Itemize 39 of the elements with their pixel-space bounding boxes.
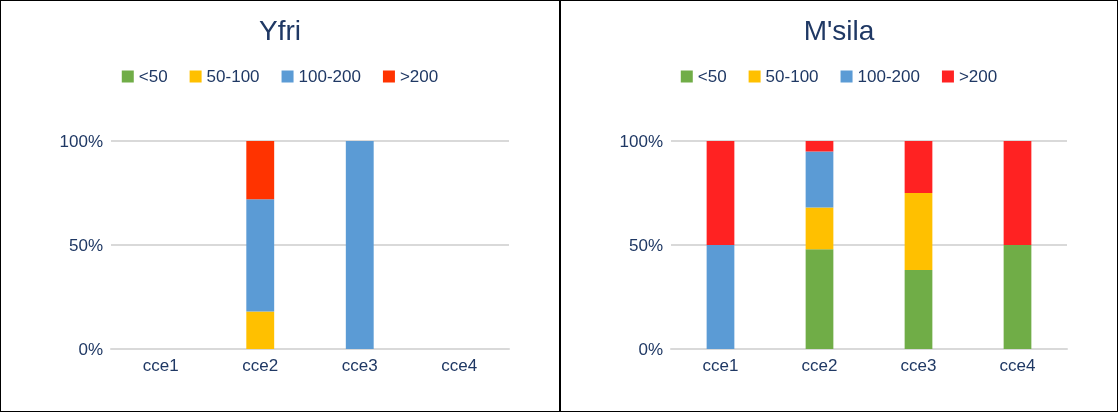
chart-title: Yfri [259,14,301,46]
bar [706,141,735,245]
chart-title: M'sila [803,14,875,46]
y-tick-label: 0% [78,339,103,359]
x-tick-label: cce3 [341,356,378,375]
x-tick-label: cce4 [999,356,1036,375]
y-tick-label: 100% [59,131,103,151]
legend-label: >200 [958,67,998,86]
x-tick-label: cce3 [900,356,937,375]
legend-label: 100-200 [298,67,361,86]
x-tick-label: cce4 [441,356,478,375]
bar [904,193,933,270]
legend-label: 50-100 [206,67,260,86]
y-tick-label: 0% [638,339,663,359]
y-tick-label: 100% [619,131,663,151]
bar [1003,141,1032,245]
bar [805,141,834,152]
y-tick-label: 50% [628,235,663,255]
bar [1003,245,1032,349]
bar [805,151,834,208]
bar [904,141,933,193]
x-tick-label: cce2 [242,356,279,375]
bar [246,199,275,312]
x-tick-label: cce1 [142,356,179,375]
legend-label: 100-200 [857,67,920,86]
legend-label: <50 [697,67,727,86]
y-tick-label: 50% [68,235,103,255]
x-tick-label: cce2 [801,356,838,375]
legend-label: 50-100 [765,67,819,86]
legend-label: <50 [138,67,168,86]
bar [706,245,735,349]
bar [904,269,933,349]
bar [805,207,834,250]
bar [345,141,374,349]
x-tick-label: cce1 [702,356,739,375]
bar [246,311,275,349]
bar [805,249,834,349]
legend-label: >200 [399,67,439,86]
bar [246,141,275,200]
